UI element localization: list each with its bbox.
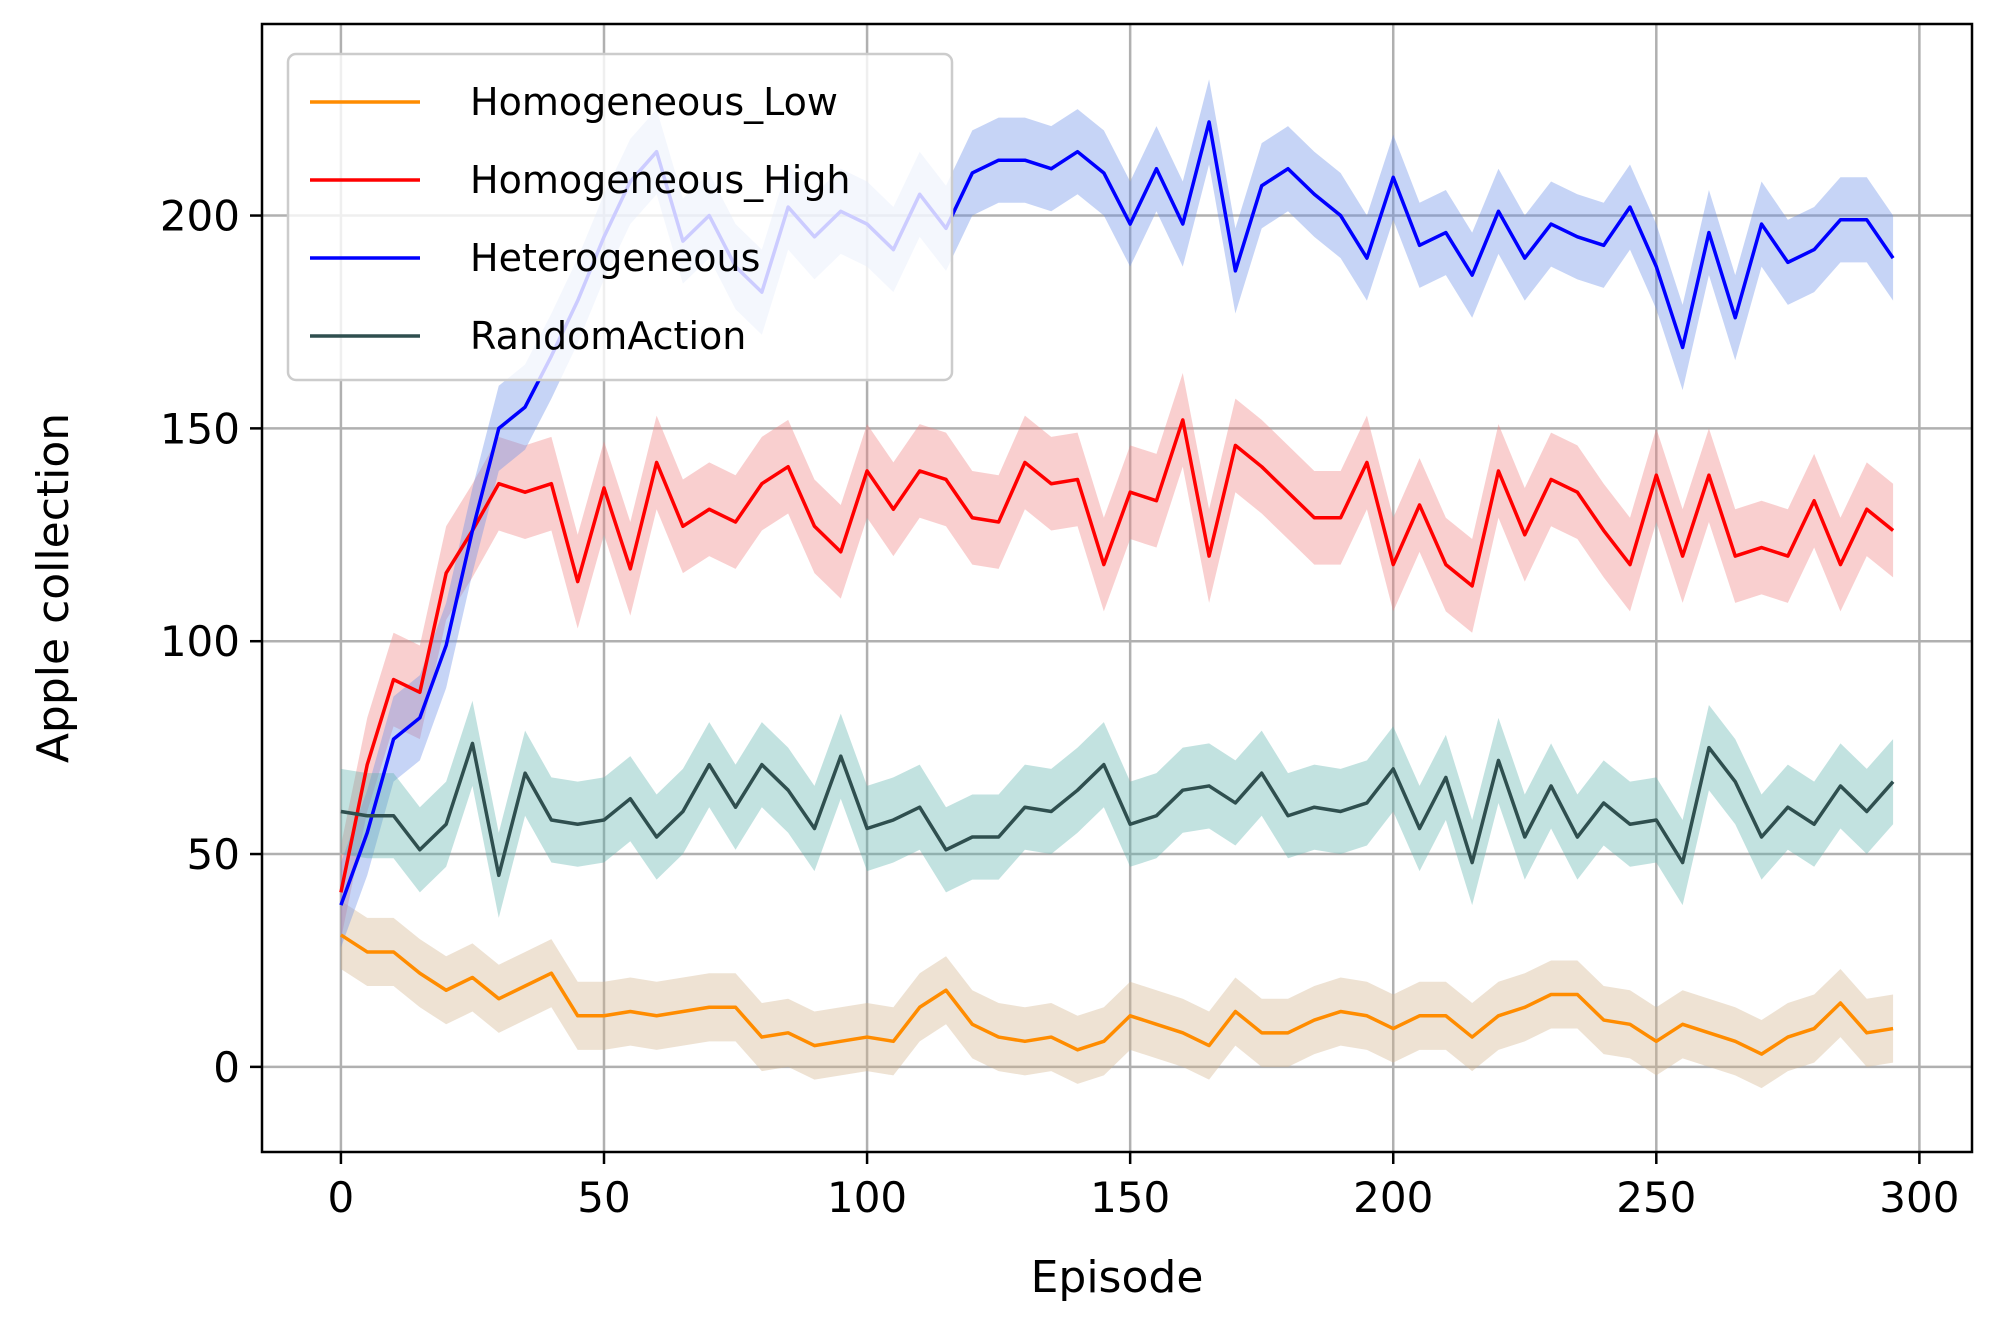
y-tick-label: 150 xyxy=(160,404,240,453)
legend-entry: Homogeneous_High xyxy=(470,158,851,202)
series-line xyxy=(339,933,1894,1056)
legend-entry: Heterogeneous xyxy=(470,236,760,280)
x-tick-label: 200 xyxy=(1353,1173,1433,1222)
legend-entry: RandomAction xyxy=(470,314,746,358)
axis-ticks: 0 50 100 150 200 250 300 0 50 100 150 200 xyxy=(160,192,1960,1222)
series-line xyxy=(340,741,1895,878)
y-axis-label: Apple collection xyxy=(28,413,79,763)
confidence-bands xyxy=(340,79,1894,1089)
x-tick-label: 50 xyxy=(577,1173,630,1222)
confidence-band xyxy=(340,700,1894,918)
legend: Homogeneous_Low Homogeneous_High Heterogen… xyxy=(286,52,954,382)
x-tick-label: 300 xyxy=(1879,1173,1959,1222)
legend-box xyxy=(286,52,954,382)
y-tick-label: 0 xyxy=(213,1043,240,1092)
x-tick-label: 0 xyxy=(328,1173,355,1222)
plot-frame xyxy=(260,22,1974,1154)
y-tick-label: 100 xyxy=(160,617,240,666)
confidence-band xyxy=(340,900,1894,1089)
confidence-band xyxy=(340,373,1894,940)
y-tick-label: 200 xyxy=(160,192,240,241)
x-tick-label: 100 xyxy=(827,1173,907,1222)
x-tick-label: 150 xyxy=(1090,1173,1170,1222)
legend-entry: Homogeneous_Low xyxy=(470,80,838,124)
series-line xyxy=(339,418,1895,893)
y-tick-label: 50 xyxy=(187,830,240,879)
x-tick-label: 250 xyxy=(1616,1173,1696,1222)
x-axis-label: Episode xyxy=(1031,1252,1204,1303)
